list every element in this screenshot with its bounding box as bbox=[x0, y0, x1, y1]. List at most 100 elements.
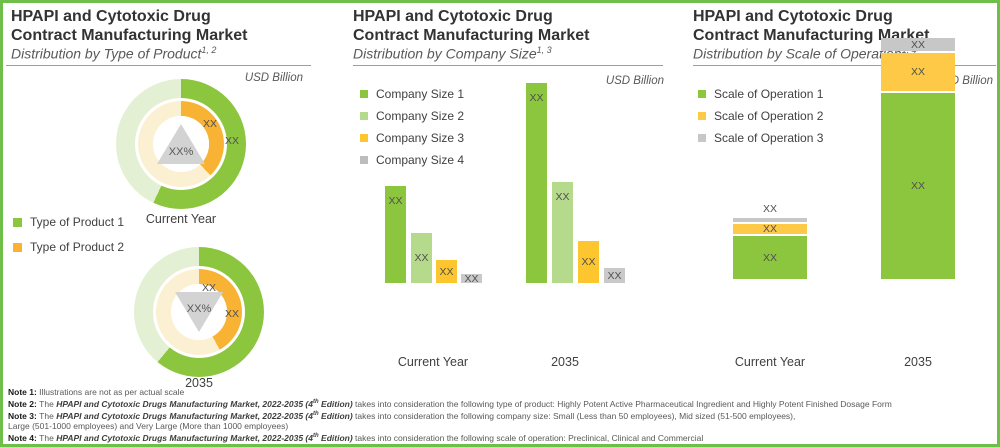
panel-type-of-product: HPAPI and Cytotoxic Drug Contract Manufa… bbox=[3, 3, 341, 390]
outer-ring-value-label: XX bbox=[225, 308, 240, 320]
legend-company-size: Company Size 1 Company Size 2 Company Si… bbox=[360, 87, 464, 175]
bar-value-label: XX bbox=[388, 195, 403, 207]
legend-label: Scale of Operation 1 bbox=[714, 87, 824, 101]
bar-value-label: XX bbox=[529, 92, 544, 104]
footnote-line: Note 2: The HPAPI and Cytotoxic Drugs Ma… bbox=[8, 398, 892, 409]
bar-company-size-4-2035: XX bbox=[604, 268, 625, 283]
segment-value-label: XX bbox=[910, 180, 925, 192]
legend-label: Company Size 1 bbox=[376, 87, 465, 101]
legend-item: Scale of Operation 3 bbox=[698, 131, 823, 145]
bar-value-label: XX bbox=[607, 269, 622, 282]
segment-scale-1: XX bbox=[881, 93, 955, 279]
category-label-current-year: Current Year bbox=[145, 212, 217, 226]
panel-title-line1: HPAPI and Cytotoxic Drug bbox=[693, 8, 893, 25]
panel-subtitle: Distribution by Company Size1, 3 bbox=[353, 45, 552, 62]
legend-item: Company Size 2 bbox=[360, 109, 464, 123]
legend-item: Scale of Operation 1 bbox=[698, 87, 823, 101]
panel-scale-of-operation: HPAPI and Cytotoxic Drug Contract Manufa… bbox=[683, 3, 997, 383]
legend-swatch-gray-icon bbox=[698, 134, 706, 142]
donut-center-value: XX% bbox=[186, 303, 212, 316]
legend-swatch-green-icon bbox=[360, 90, 368, 98]
subtitle-superscript: 1, 2 bbox=[201, 45, 217, 55]
segment-value-label: XX bbox=[762, 251, 777, 264]
footnote-line: Note 1: Illustrations are not as per act… bbox=[8, 387, 185, 397]
legend-label: Type of Product 1 bbox=[30, 215, 125, 229]
header-divider bbox=[6, 65, 311, 66]
segment-scale-3: XX bbox=[881, 38, 955, 51]
legend-label: Type of Product 2 bbox=[30, 240, 125, 254]
donut-center: XX% bbox=[153, 116, 209, 172]
panel-title-line1: HPAPI and Cytotoxic Drug bbox=[11, 8, 211, 25]
category-label-2035: 2035 bbox=[904, 355, 932, 369]
bar-company-size-3-2035: XX bbox=[578, 241, 599, 283]
legend-swatch-yellow-icon bbox=[698, 112, 706, 120]
segment-value-label: XX bbox=[910, 66, 925, 78]
bar-company-size-1-2035: XX bbox=[526, 83, 547, 283]
footnote-line: Large (501-1000 employees) and Very Larg… bbox=[8, 420, 289, 431]
panel-title-line2: Contract Manufacturing Market bbox=[693, 27, 930, 44]
donut-center-value: XX% bbox=[168, 146, 194, 159]
footnote-line: Note 3: The HPAPI and Cytotoxic Drugs Ma… bbox=[8, 410, 796, 421]
donut-chart-2035: XX% XX XX bbox=[134, 247, 264, 377]
donut-center: XX% bbox=[171, 284, 227, 340]
panel-company-size: HPAPI and Cytotoxic Drug Contract Manufa… bbox=[343, 3, 675, 383]
bar-value-label: XX bbox=[555, 191, 570, 203]
bar-value-label: XX bbox=[581, 256, 596, 268]
panel-title-line1: HPAPI and Cytotoxic Drug bbox=[353, 8, 553, 25]
stacked-bar-2035: XX XX XX bbox=[881, 38, 955, 279]
legend-label: Company Size 2 bbox=[376, 109, 465, 123]
bar-company-size-2-current-year: XX bbox=[411, 233, 432, 283]
footnotes: Note 1: Illustrations are not as per act… bbox=[8, 387, 996, 442]
segment-scale-2: XX bbox=[881, 53, 955, 91]
donut-chart-current-year: XX% XX XX bbox=[116, 79, 246, 209]
legend-item: Type of Product 1 bbox=[13, 215, 124, 229]
segment-scale-1: XX bbox=[733, 236, 807, 279]
legend-type-of-product: Type of Product 1 Type of Product 2 bbox=[13, 215, 124, 265]
segment-value-label: XX bbox=[762, 223, 777, 235]
category-label-2035: 2035 bbox=[185, 376, 213, 390]
legend-swatch-lightgreen-icon bbox=[360, 112, 368, 120]
legend-swatch-green-icon bbox=[698, 90, 706, 98]
subtitle-text: Distribution by Company Size bbox=[353, 45, 537, 62]
bar-value-label: XX bbox=[439, 265, 454, 278]
panel-title-line2: Contract Manufacturing Market bbox=[353, 27, 590, 44]
panel-title: HPAPI and Cytotoxic Drug Contract Manufa… bbox=[11, 7, 247, 45]
inner-ring-value-label: XX bbox=[203, 118, 218, 130]
segment-value-label: XX bbox=[910, 38, 925, 51]
segment-scale-3: XX bbox=[733, 204, 807, 222]
bar-company-size-3-current-year: XX bbox=[436, 260, 457, 283]
category-label-current-year: Current Year bbox=[397, 355, 469, 369]
header-divider bbox=[353, 65, 663, 66]
legend-swatch-green-icon bbox=[13, 217, 22, 227]
header-divider bbox=[693, 65, 996, 66]
subtitle-text: Distribution by Type of Product bbox=[11, 45, 202, 62]
stacked-bar-current-year: XX XX XX bbox=[733, 204, 807, 279]
segment-value-label: XX bbox=[762, 203, 777, 215]
subtitle-text: Distribution by Scale of Operation bbox=[693, 45, 902, 62]
bar-company-size-1-current-year: XX bbox=[385, 186, 406, 283]
legend-label: Company Size 4 bbox=[376, 153, 465, 167]
legend-item: Company Size 1 bbox=[360, 87, 464, 101]
inner-ring-value-label: XX bbox=[202, 282, 217, 294]
segment-scale-2: XX bbox=[733, 224, 807, 234]
legend-label: Scale of Operation 3 bbox=[714, 131, 824, 145]
bar-company-size-4-current-year: XX bbox=[461, 272, 482, 285]
unit-label: USD Billion bbox=[605, 75, 664, 87]
legend-item: Company Size 4 bbox=[360, 153, 464, 167]
category-label-current-year: Current Year bbox=[734, 355, 806, 369]
legend-item: Company Size 3 bbox=[360, 131, 464, 145]
legend-label: Company Size 3 bbox=[376, 131, 465, 145]
legend-item: Type of Product 2 bbox=[13, 240, 124, 254]
bar-company-size-2-2035: XX bbox=[552, 182, 573, 283]
legend-scale-of-operation: Scale of Operation 1 Scale of Operation … bbox=[698, 87, 823, 153]
panel-title-line2: Contract Manufacturing Market bbox=[11, 27, 248, 44]
outer-ring-value-label: XX bbox=[225, 135, 240, 147]
bar-value-label: XX bbox=[414, 252, 429, 264]
panel-title: HPAPI and Cytotoxic Drug Contract Manufa… bbox=[353, 7, 589, 45]
legend-label: Scale of Operation 2 bbox=[714, 109, 824, 123]
panel-title: HPAPI and Cytotoxic Drug Contract Manufa… bbox=[693, 7, 929, 45]
bar-value-label: XX bbox=[464, 272, 479, 285]
legend-item: Scale of Operation 2 bbox=[698, 109, 823, 123]
legend-swatch-gray-icon bbox=[360, 156, 368, 164]
panel-subtitle: Distribution by Type of Product1, 2 bbox=[11, 45, 216, 62]
